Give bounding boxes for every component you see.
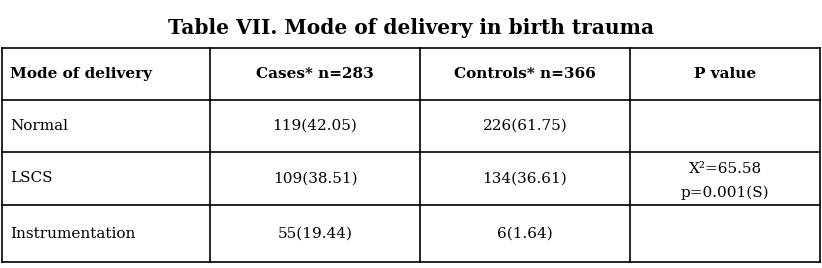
Text: LSCS: LSCS <box>10 172 53 185</box>
Text: 226(61.75): 226(61.75) <box>483 119 567 133</box>
Text: 109(38.51): 109(38.51) <box>273 172 358 185</box>
Text: Table VII. Mode of delivery in birth trauma: Table VII. Mode of delivery in birth tra… <box>168 18 654 38</box>
Text: Instrumentation: Instrumentation <box>10 226 136 240</box>
Text: Mode of delivery: Mode of delivery <box>10 67 152 81</box>
Text: X²=65.58
p=0.001(S): X²=65.58 p=0.001(S) <box>681 162 769 200</box>
Text: Normal: Normal <box>10 119 68 133</box>
Text: P value: P value <box>694 67 756 81</box>
Text: Cases* n=283: Cases* n=283 <box>256 67 374 81</box>
Text: 134(36.61): 134(36.61) <box>483 172 567 185</box>
Text: Controls* n=366: Controls* n=366 <box>454 67 596 81</box>
Text: 6(1.64): 6(1.64) <box>497 226 553 240</box>
Text: 55(19.44): 55(19.44) <box>278 226 353 240</box>
Text: 119(42.05): 119(42.05) <box>273 119 358 133</box>
